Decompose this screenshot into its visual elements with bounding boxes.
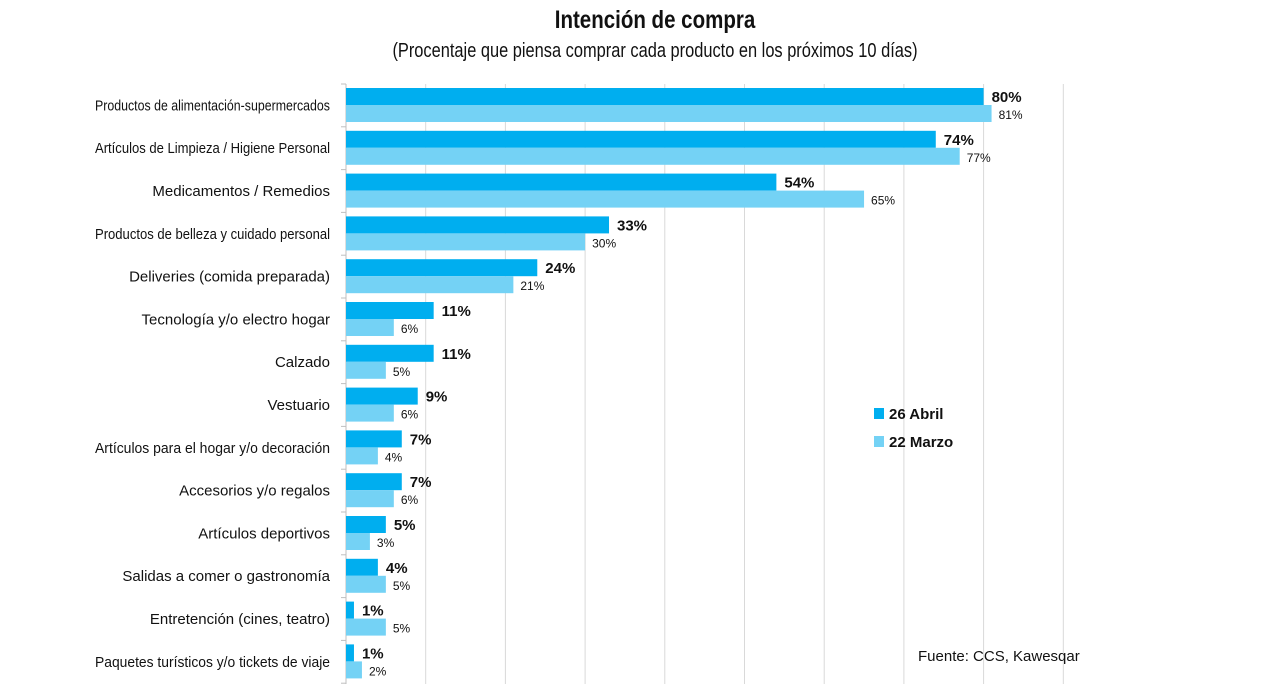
data-label-22-marzo: 6%: [401, 493, 419, 507]
bar-22-marzo: [346, 533, 370, 550]
bar-22-marzo: [346, 233, 586, 251]
bar-22-marzo: [346, 404, 394, 422]
data-label-26-abril: 4%: [386, 560, 408, 577]
bar-22-marzo: [346, 361, 386, 379]
category-label: Medicamentos / Remedios: [152, 183, 330, 200]
data-label-26-abril: 1%: [362, 645, 384, 662]
category-label: Deliveries (comida preparada): [129, 269, 330, 286]
bar-26-abril: [346, 88, 984, 105]
chart-subtitle: (Procentaje que piensa comprar cada prod…: [392, 40, 918, 62]
data-label-22-marzo: 65%: [871, 194, 895, 208]
data-label-26-abril: 5%: [394, 517, 416, 534]
data-label-22-marzo: 5%: [393, 579, 411, 593]
category-label: Calzado: [275, 354, 330, 371]
data-label-22-marzo: 4%: [385, 450, 403, 464]
data-label-26-abril: 74%: [944, 132, 974, 149]
bar-26-abril: [346, 302, 434, 319]
data-label-22-marzo: 2%: [369, 664, 387, 678]
bar-26-abril: [346, 173, 777, 191]
bar-22-marzo: [346, 276, 514, 294]
legend-label-26-abril: 26 Abril: [889, 406, 943, 423]
bar-26-abril: [346, 259, 538, 277]
data-label-26-abril: 7%: [410, 474, 432, 491]
data-label-22-marzo: 30%: [592, 236, 616, 250]
category-label: Artículos deportivos: [198, 525, 330, 542]
legend-swatch-26-abril: [874, 408, 884, 419]
bar-26-abril: [346, 344, 434, 362]
bar-26-abril: [346, 644, 354, 662]
data-label-26-abril: 9%: [426, 389, 448, 406]
data-label-26-abril: 7%: [410, 431, 432, 448]
bar-22-marzo: [346, 190, 865, 208]
category-label: Productos de belleza y cuidado personal: [95, 226, 330, 243]
category-label: Tecnología y/o electro hogar: [142, 311, 330, 328]
category-label: Entretención (cines, teatro): [150, 611, 330, 628]
data-label-26-abril: 11%: [442, 303, 471, 320]
data-label-22-marzo: 5%: [393, 365, 411, 379]
data-label-22-marzo: 21%: [520, 279, 544, 293]
bar-26-abril: [346, 430, 402, 448]
data-label-26-abril: 1%: [362, 603, 384, 620]
chart-title: Intención de compra: [554, 6, 756, 34]
category-label: Paquetes turísticos y/o tickets de viaje: [95, 654, 330, 671]
category-label: Vestuario: [267, 397, 330, 414]
data-label-22-marzo: 6%: [401, 408, 419, 422]
bar-22-marzo: [346, 105, 992, 122]
category-label: Salidas a comer o gastronomía: [122, 568, 330, 585]
bar-26-abril: [346, 601, 354, 619]
category-label: Productos de alimentación-supermercados: [95, 97, 330, 114]
bar-26-abril: [346, 216, 610, 234]
bar-22-marzo: [346, 447, 378, 465]
data-label-26-abril: 11%: [442, 346, 471, 363]
bar-22-marzo: [346, 618, 386, 636]
data-label-22-marzo: 3%: [377, 536, 395, 550]
data-label-26-abril: 80%: [992, 89, 1022, 106]
data-label-26-abril: 54%: [784, 175, 814, 192]
bar-22-marzo: [346, 490, 394, 508]
bar-26-abril: [346, 130, 936, 148]
bar-26-abril: [346, 387, 418, 405]
legend-swatch-22-marzo: [874, 436, 884, 447]
source-note: Fuente: CCS, Kawesqar: [918, 648, 1080, 665]
bar-22-marzo: [346, 319, 394, 336]
bar-26-abril: [346, 558, 378, 576]
category-label: Artículos para el hogar y/o decoración: [95, 440, 330, 457]
category-label: Artículos de Limpieza / Higiene Personal: [95, 140, 330, 157]
bar-26-abril: [346, 473, 402, 491]
data-label-22-marzo: 81%: [999, 108, 1023, 122]
legend-label-22-marzo: 22 Marzo: [889, 434, 953, 451]
data-label-26-abril: 24%: [545, 260, 575, 277]
bar-22-marzo: [346, 147, 960, 165]
category-label: Accesorios y/o regalos: [179, 483, 330, 500]
bar-22-marzo: [346, 575, 386, 593]
bar-22-marzo: [346, 661, 362, 679]
data-label-22-marzo: 6%: [401, 322, 419, 336]
data-label-22-marzo: 5%: [393, 622, 411, 636]
data-label-26-abril: 33%: [617, 217, 647, 234]
bar-26-abril: [346, 516, 386, 533]
data-label-22-marzo: 77%: [967, 151, 991, 165]
